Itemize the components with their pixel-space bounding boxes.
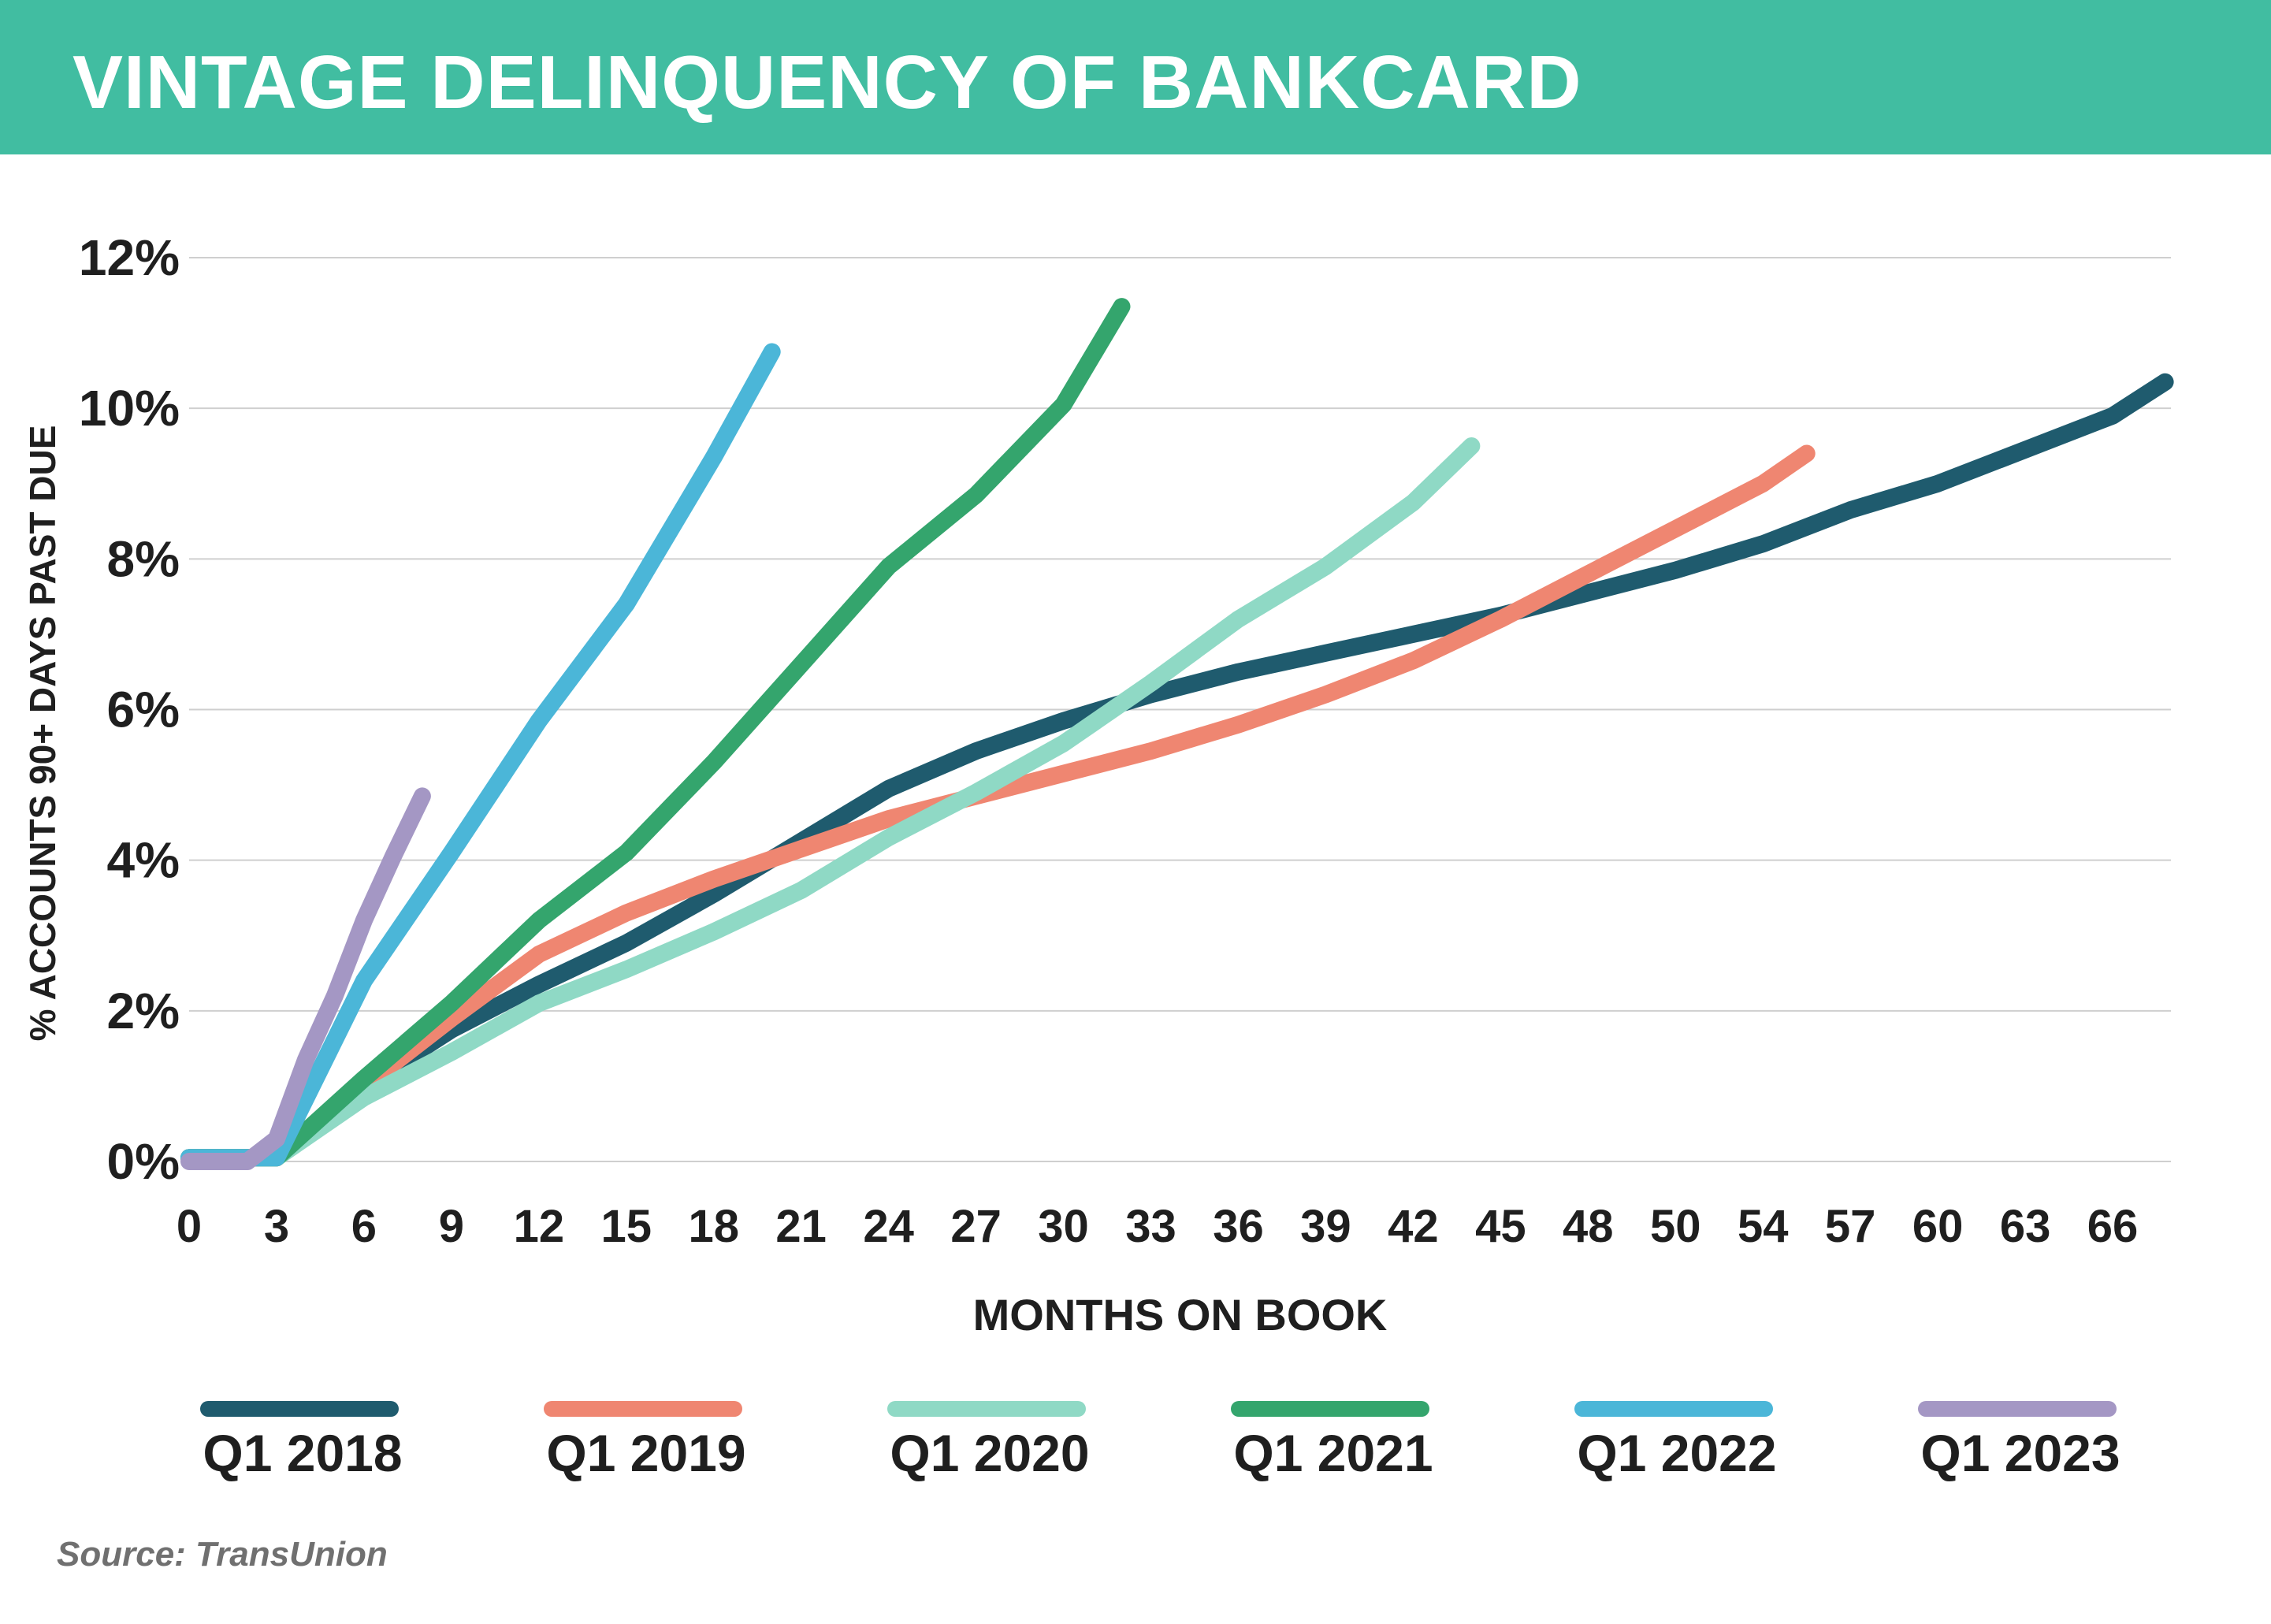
y-tick-label: 8% [107, 530, 180, 587]
x-tick-label: 39 [1300, 1201, 1351, 1252]
series-line-q1-2019 [180, 444, 1816, 1167]
series-line-q1-2020 [180, 437, 1481, 1167]
legend-label-q1-2023: Q1 2023 [1920, 1424, 2120, 1482]
x-tick-label: 27 [950, 1201, 1002, 1252]
x-tick-label: 50 [1650, 1201, 1701, 1252]
series-line-q1-2022 [180, 343, 781, 1167]
legend-label-q1-2019: Q1 2019 [546, 1424, 746, 1482]
x-axis-title: MONTHS ON BOOK [973, 1290, 1388, 1340]
x-tick-label: 33 [1125, 1201, 1176, 1252]
x-tick-label: 12 [514, 1201, 565, 1252]
legend-item-q1-2018: Q1 2018 [200, 1387, 405, 1497]
y-tick-label: 12% [79, 229, 180, 286]
legend-swatch-q1-2023 [1918, 1401, 2117, 1417]
y-axis-title: % ACCOUNTS 90+ DAYS PAST DUE [22, 426, 63, 1042]
title-banner: VINTAGE DELINQUENCY OF BANKCARD [0, 0, 2271, 154]
x-tick-label: 21 [775, 1201, 827, 1252]
legend-swatch-q1-2019 [544, 1401, 742, 1417]
x-tick-label: 45 [1475, 1201, 1526, 1252]
x-tick-label: 63 [2000, 1201, 2051, 1252]
y-tick-label: 2% [107, 983, 180, 1039]
series-line-q1-2023 [180, 787, 431, 1170]
line-chart: 0%2%4%6%8%10%12%0 3 6 9 12 15 18 21 24 27 30 33 36 39… [22, 229, 2174, 1340]
legend-swatch-q1-2022 [1574, 1401, 1773, 1417]
legend-label-q1-2018: Q1 2018 [203, 1424, 403, 1482]
x-tick-label: 42 [1388, 1201, 1439, 1252]
x-tick-label: 15 [601, 1201, 652, 1252]
legend-label-q1-2020: Q1 2020 [890, 1424, 1090, 1482]
y-tick-label: 0% [107, 1133, 180, 1190]
series-line-q1-2021 [180, 298, 1131, 1167]
legend-item-q1-2023: Q1 2023 [1918, 1387, 2123, 1497]
legend-item-q1-2021: Q1 2021 [1231, 1387, 1436, 1497]
legend-label-q1-2021: Q1 2021 [1233, 1424, 1433, 1482]
y-tick-label: 6% [107, 682, 180, 738]
x-tick-label: 0 [177, 1201, 202, 1252]
legend-swatch-q1-2018 [200, 1401, 399, 1417]
y-tick-label: 10% [79, 380, 180, 437]
x-tick-label: 48 [1563, 1201, 1614, 1252]
legend-item-q1-2022: Q1 2022 [1574, 1387, 1779, 1497]
x-tick-label: 54 [1738, 1201, 1789, 1252]
legend-swatch-q1-2021 [1231, 1401, 1429, 1417]
x-tick-label: 6 [351, 1201, 377, 1252]
x-tick-label: 30 [1038, 1201, 1089, 1252]
x-tick-label: 9 [439, 1201, 464, 1252]
chart-title: VINTAGE DELINQUENCY OF BANKCARD [72, 40, 1582, 124]
legend-item-q1-2019: Q1 2019 [544, 1387, 749, 1497]
legend-item-q1-2020: Q1 2020 [887, 1387, 1092, 1497]
y-tick-label: 4% [107, 832, 180, 889]
x-tick-label: 60 [1912, 1201, 1964, 1252]
series-line-q1-2018 [180, 373, 2174, 1167]
x-tick-label: 36 [1213, 1201, 1264, 1252]
source-note: Source: TransUnion [57, 1535, 388, 1574]
x-tick-label: 57 [1825, 1201, 1876, 1252]
legend-label-q1-2022: Q1 2022 [1577, 1424, 1777, 1482]
x-tick-label: 66 [2087, 1201, 2139, 1252]
x-tick-label: 3 [264, 1201, 289, 1252]
legend-swatch-q1-2020 [887, 1401, 1086, 1417]
x-tick-label: 24 [863, 1201, 914, 1252]
legend: Q1 2018 Q1 2019 Q1 2020 Q1 2021 Q1 2022 … [0, 1387, 2271, 1497]
x-tick-label: 18 [688, 1201, 739, 1252]
